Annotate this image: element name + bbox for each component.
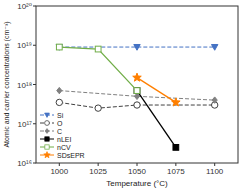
marker [95, 105, 101, 111]
x-tick [175, 163, 176, 166]
marker [134, 44, 140, 50]
series [57, 87, 218, 103]
marker [134, 88, 140, 94]
legend-label: C [57, 128, 62, 135]
marker [212, 97, 217, 103]
x-tick [98, 163, 99, 166]
series [134, 88, 179, 151]
legend-label: O [57, 120, 63, 127]
y-tick [33, 123, 36, 124]
legend-label: Si [57, 112, 64, 119]
y-tick-label: 10¹⁹ [17, 41, 32, 50]
series [56, 44, 218, 50]
marker [134, 102, 140, 108]
series-line [59, 47, 137, 91]
x-tick-label: 1025 [89, 167, 107, 176]
marker [56, 44, 62, 50]
legend-swatch-marker [45, 121, 50, 126]
legend-swatch-marker [45, 129, 49, 134]
x-tick-label: 1075 [167, 167, 185, 176]
legend-label: nLEI [57, 136, 71, 143]
x-tick-label: 1050 [128, 167, 146, 176]
plot-area [56, 44, 218, 150]
series [56, 99, 218, 111]
x-tick [59, 163, 60, 166]
y-tick-label: 10²⁰ [17, 2, 32, 11]
chart: 1000 1025 1050 1075 1100 10¹⁶ 10¹⁷ 10¹⁸ 10¹⁹ 10²⁰… [0, 0, 244, 189]
y-tick [33, 163, 36, 164]
y-tick [33, 45, 36, 46]
legend-label: SDsEPR [57, 152, 85, 159]
x-tick [137, 163, 138, 166]
legend-swatch-marker [45, 137, 49, 141]
marker [56, 44, 62, 50]
y-tick [33, 84, 36, 85]
y-tick-label: 10¹⁸ [17, 81, 32, 90]
y-tick-label: 10¹⁶ [17, 159, 32, 168]
marker [172, 98, 181, 106]
y-axis-label: Atomic and carrier concentrations (cm⁻³) [3, 21, 11, 147]
series-line [137, 78, 176, 103]
y-tick-label: 10¹⁷ [18, 120, 33, 129]
marker [57, 87, 62, 93]
marker [173, 145, 179, 151]
x-tick-label: 1000 [50, 167, 68, 176]
x-tick-label: 1100 [206, 167, 224, 176]
series-line [59, 102, 214, 108]
series [56, 44, 139, 93]
marker [133, 73, 142, 81]
legend-swatch-marker [44, 152, 50, 158]
legend: SiOCnLEInCVSDsEPR [40, 112, 85, 159]
marker [95, 46, 101, 52]
legend-swatch-marker [45, 145, 49, 149]
marker [56, 99, 62, 105]
y-tick [33, 6, 36, 7]
legend-label: nCV [57, 144, 71, 151]
legend-swatch-marker [45, 113, 50, 117]
x-tick [214, 163, 215, 166]
series [133, 73, 180, 106]
x-axis-label: Temperature (°C) [106, 179, 168, 188]
plot-frame [36, 6, 238, 163]
marker [211, 44, 217, 50]
marker [134, 88, 140, 94]
